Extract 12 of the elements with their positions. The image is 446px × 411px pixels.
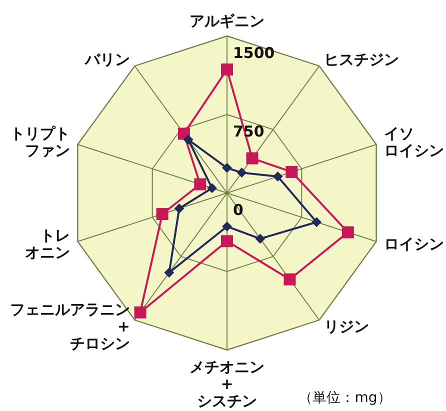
spoke-label: メチオニン + シスチン	[190, 358, 264, 410]
spoke-label: フェニルアラニン + チロシン	[10, 300, 130, 352]
text: （単位：mg）	[298, 390, 392, 406]
spoke-label: ロイシン	[384, 234, 444, 253]
spoke-label: アルギニン	[190, 12, 264, 30]
spoke-label: イソロイシン	[384, 124, 444, 160]
y-tick-label: 1500	[233, 44, 275, 62]
spoke-label: バリン	[84, 50, 130, 69]
spoke-label: トレオニン	[25, 226, 70, 262]
spoke-label: ヒスチジン	[324, 50, 399, 69]
spoke-label: トリプトファン	[10, 124, 70, 160]
spoke-label: リジン	[324, 317, 369, 336]
